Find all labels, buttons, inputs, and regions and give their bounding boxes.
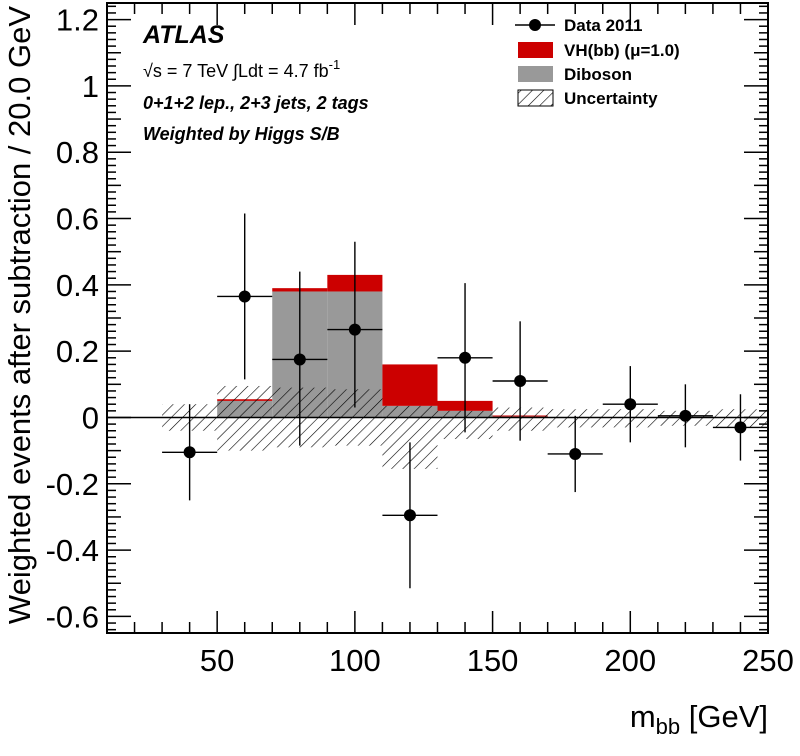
data-point-5 xyxy=(437,283,493,433)
data-marker-4 xyxy=(403,509,416,522)
data-marker-7 xyxy=(569,447,582,460)
data-marker-6 xyxy=(514,375,527,387)
legend-signal-swatch xyxy=(518,42,553,58)
selection-label: 0+1+2 lep., 2+3 jets, 2 tags xyxy=(143,93,369,113)
y-tick-label-8: 1 xyxy=(82,69,99,104)
data-marker-8 xyxy=(624,398,637,411)
x-axis-title: mbb [GeV] xyxy=(630,699,768,739)
uncertainty-bin-1 xyxy=(217,385,273,451)
data-point-10 xyxy=(712,394,768,461)
y-tick-label-7: 0.8 xyxy=(56,135,99,170)
y-axis: -0.6 -0.4 -0.2 0 0.2 0.4 0.6 0.8 1 1.2 xyxy=(46,3,768,634)
x-tick-label-2: 150 xyxy=(467,643,519,678)
x-tick-label-4: 250 xyxy=(742,643,794,678)
data-point-0 xyxy=(162,404,218,501)
y-tick-label-2: -0.2 xyxy=(46,467,99,502)
signal-bar-4 xyxy=(382,364,438,406)
legend: Data 2011 VH(bb) (μ=1.0) Diboson Uncerta… xyxy=(515,16,680,108)
data-marker-10 xyxy=(734,421,747,434)
data-point-4 xyxy=(382,442,438,589)
y-tick-label-6: 0.6 xyxy=(56,202,99,237)
data-marker-5 xyxy=(459,351,472,364)
y-axis-title: Weighted events after subtraction / 20.0… xyxy=(2,6,37,624)
data-marker-3 xyxy=(348,323,361,336)
data-marker-0 xyxy=(183,446,196,459)
legend-label-signal: VH(bb) (μ=1.0) xyxy=(564,41,680,60)
legend-label-data: Data 2011 xyxy=(564,16,642,35)
energy-lumi-label: √s = 7 TeV ∫Ldt = 4.7 fb-1 xyxy=(143,57,340,81)
x-axis: 50 100 150 200 250 xyxy=(133,3,794,678)
data-points xyxy=(162,213,768,589)
x-tick-label-3: 200 xyxy=(604,643,656,678)
legend-data-marker xyxy=(529,19,541,31)
legend-entry-signal: VH(bb) (μ=1.0) xyxy=(518,41,680,60)
data-point-8 xyxy=(602,366,658,443)
data-point-7 xyxy=(547,415,603,493)
y-tick-label-3: 0 xyxy=(82,400,99,435)
weighting-label: Weighted by Higgs S/B xyxy=(143,124,340,144)
data-marker-9 xyxy=(679,409,692,422)
data-point-9 xyxy=(657,384,713,448)
experiment-label: ATLAS xyxy=(142,21,225,49)
x-tick-label-0: 50 xyxy=(200,643,234,678)
legend-entry-diboson: Diboson xyxy=(518,65,632,84)
legend-entry-data: Data 2011 xyxy=(515,16,642,35)
data-point-3 xyxy=(327,241,383,408)
data-point-1 xyxy=(217,213,273,380)
legend-diboson-swatch xyxy=(518,66,553,82)
legend-label-diboson: Diboson xyxy=(564,65,632,84)
x-tick-label-1: 100 xyxy=(329,643,381,678)
y-tick-label-0: -0.6 xyxy=(46,599,99,634)
legend-uncertainty-swatch xyxy=(517,89,554,107)
data-point-2 xyxy=(272,271,328,446)
y-tick-label-4: 0.2 xyxy=(56,334,99,369)
y-tick-label-5: 0.4 xyxy=(56,268,99,303)
y-tick-label-1: -0.4 xyxy=(46,533,99,568)
y-tick-label-9: 1.2 xyxy=(56,3,99,38)
data-point-6 xyxy=(492,321,548,441)
data-marker-2 xyxy=(293,353,306,366)
legend-label-uncertainty: Uncertainty xyxy=(564,89,658,108)
data-marker-1 xyxy=(238,290,251,303)
legend-entry-uncertainty: Uncertainty xyxy=(517,89,658,108)
